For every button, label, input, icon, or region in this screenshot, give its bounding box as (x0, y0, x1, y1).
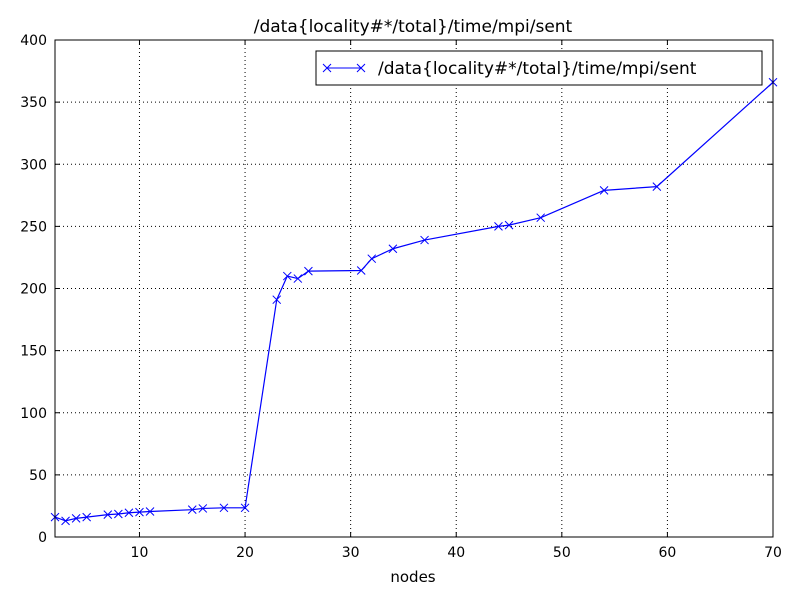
data-point (82, 512, 92, 522)
data-point (494, 222, 503, 231)
data-point (599, 185, 609, 195)
series-layer (50, 77, 778, 526)
data-point (124, 508, 134, 518)
x-tick-label: 30 (342, 545, 360, 561)
x-tick-label: 40 (447, 545, 465, 561)
data-point (652, 182, 662, 191)
data-point (388, 244, 398, 254)
data-point (367, 254, 377, 264)
data-point (420, 235, 429, 245)
data-point (71, 514, 81, 523)
legend: /data{locality#*/total}/time/mpi/sent (315, 50, 763, 86)
y-tick-label: 200 (20, 282, 47, 298)
data-point (135, 507, 144, 517)
legend-marker (356, 63, 366, 73)
x-axis-label: nodes (390, 568, 435, 586)
y-tick-label: 50 (29, 468, 47, 484)
data-point (113, 509, 123, 519)
data-point (103, 510, 113, 519)
y-tick-label: 250 (20, 219, 47, 235)
data-point (198, 504, 208, 513)
legend-label: /data{locality#*/total}/time/mpi/sent (378, 59, 697, 79)
x-tick-label: 20 (236, 545, 254, 561)
data-point (240, 503, 250, 513)
x-tick-label: 10 (131, 545, 149, 561)
y-tick-label: 400 (20, 33, 47, 49)
y-tick-label: 100 (20, 406, 47, 422)
y-tick-label: 150 (20, 344, 47, 360)
y-tick-label: 300 (20, 157, 47, 173)
axis-ticks: 0 50 100 150 200 250 300 350 400 10 20 30 40 50 60 70 (20, 33, 782, 561)
x-tick-label: 70 (764, 545, 782, 561)
data-point (356, 266, 366, 275)
legend-box (315, 50, 763, 86)
y-tick-label: 0 (38, 530, 47, 546)
data-point (219, 503, 229, 513)
data-point (304, 266, 313, 276)
data-point (536, 213, 546, 223)
legend-marker (322, 63, 332, 73)
data-point (504, 220, 514, 230)
data-point (272, 295, 282, 305)
chart-title: /data{locality#*/total}/time/mpi/sent (254, 17, 573, 37)
data-point (293, 274, 303, 283)
x-tick-label: 50 (553, 545, 571, 561)
grid-lines (55, 40, 773, 537)
data-point (61, 516, 70, 526)
data-point (282, 271, 292, 281)
data-point (187, 505, 197, 515)
x-tick-label: 60 (658, 545, 676, 561)
data-point (145, 507, 155, 516)
y-tick-label: 350 (20, 95, 47, 111)
